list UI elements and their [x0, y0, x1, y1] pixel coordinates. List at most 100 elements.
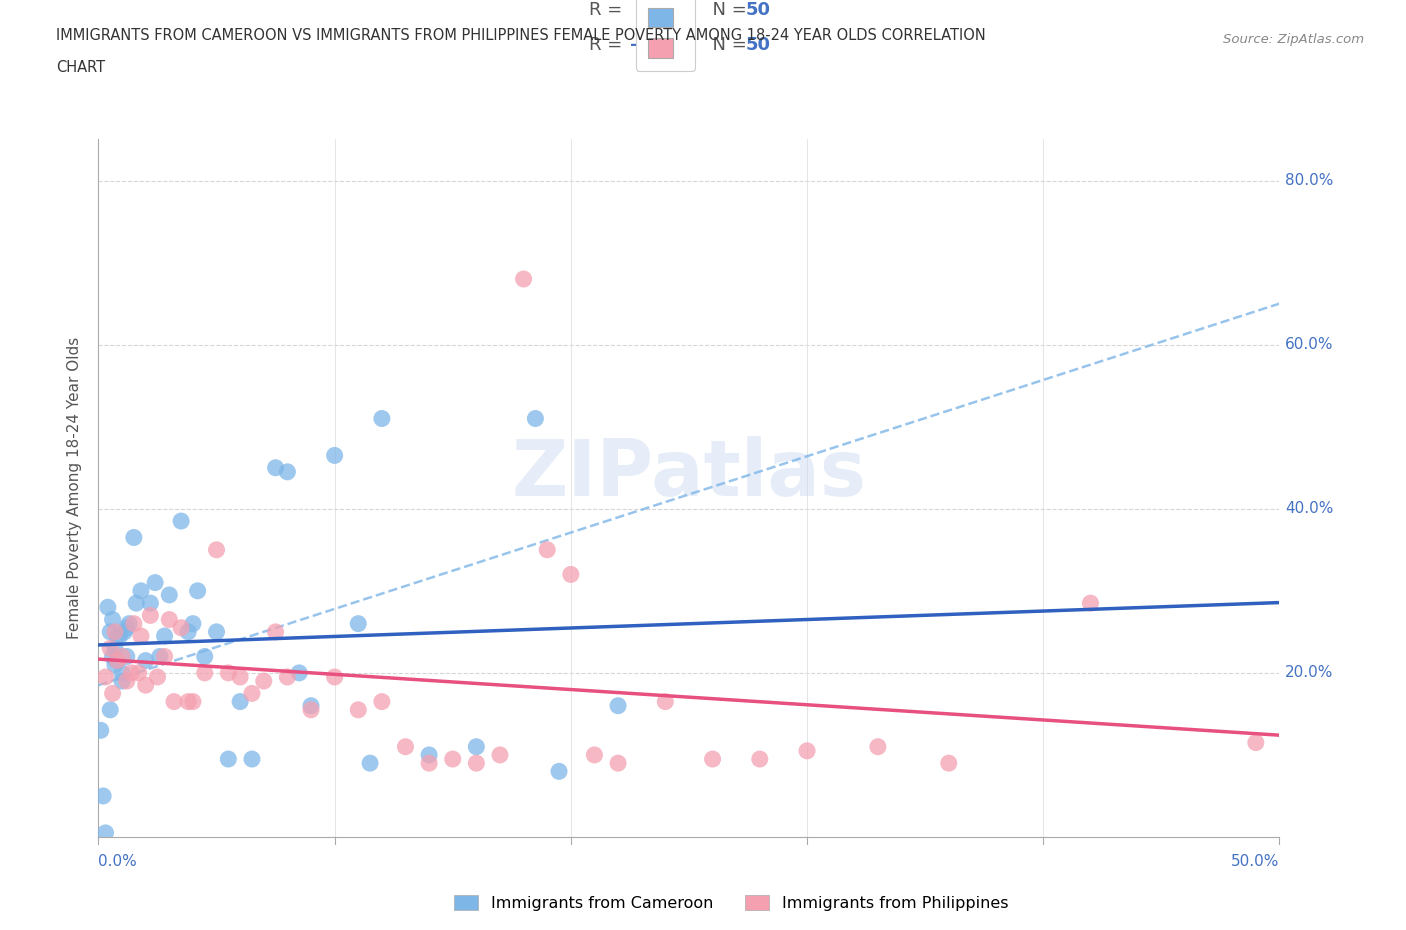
Point [654, 694, 676, 709]
Point [253, 673, 276, 688]
Text: 50: 50 [745, 2, 770, 20]
Point [418, 748, 440, 763]
Point [194, 666, 217, 681]
Point [177, 694, 200, 709]
Point [105, 653, 128, 668]
Point [229, 670, 252, 684]
Point [104, 641, 127, 656]
Point [104, 624, 127, 639]
Point [163, 694, 186, 709]
Point [135, 678, 157, 693]
Point [371, 411, 394, 426]
Point [489, 748, 512, 763]
Point [153, 629, 176, 644]
Point [125, 596, 148, 611]
Point [177, 624, 200, 639]
Text: 0.251: 0.251 [633, 2, 696, 20]
Point [194, 649, 217, 664]
Point [101, 686, 124, 701]
Point [394, 739, 416, 754]
Point [607, 756, 630, 771]
Point [104, 658, 127, 672]
Point [347, 702, 370, 717]
Point [583, 748, 606, 763]
Point [157, 612, 180, 627]
Point [418, 756, 440, 771]
Point [170, 513, 193, 528]
Legend: , : , [636, 0, 695, 71]
Point [105, 629, 128, 644]
Point [512, 272, 534, 286]
Point [276, 464, 298, 479]
Point [441, 751, 464, 766]
Point [560, 567, 582, 582]
Point [359, 756, 381, 771]
Text: IMMIGRANTS FROM CAMEROON VS IMMIGRANTS FROM PHILIPPINES FEMALE POVERTY AMONG 18-: IMMIGRANTS FROM CAMEROON VS IMMIGRANTS F… [56, 28, 986, 43]
Text: 80.0%: 80.0% [1285, 173, 1334, 188]
Point [128, 666, 150, 681]
Point [94, 670, 117, 684]
Point [149, 649, 172, 664]
Point [299, 702, 322, 717]
Point [205, 542, 228, 557]
Text: N =: N = [700, 36, 752, 54]
Point [866, 739, 889, 754]
Point [536, 542, 558, 557]
Point [702, 751, 724, 766]
Text: 60.0%: 60.0% [1285, 338, 1334, 352]
Point [288, 666, 311, 681]
Point [465, 756, 488, 771]
Point [98, 702, 121, 717]
Point [748, 751, 770, 766]
Point [240, 751, 263, 766]
Point [115, 620, 138, 635]
Point [108, 629, 131, 644]
Point [111, 673, 134, 688]
Point [157, 588, 180, 603]
Point [121, 666, 143, 681]
Text: Source: ZipAtlas.com: Source: ZipAtlas.com [1223, 33, 1364, 46]
Point [115, 649, 138, 664]
Point [323, 670, 346, 684]
Point [115, 673, 138, 688]
Text: R =: R = [589, 36, 627, 54]
Point [139, 608, 162, 623]
Legend: Immigrants from Cameroon, Immigrants from Philippines: Immigrants from Cameroon, Immigrants fro… [447, 888, 1015, 917]
Point [112, 624, 135, 639]
Point [111, 666, 134, 681]
Point [139, 596, 162, 611]
Point [187, 583, 209, 598]
Point [205, 624, 228, 639]
Point [143, 575, 166, 590]
Point [347, 617, 370, 631]
Point [607, 698, 630, 713]
Text: -0.057: -0.057 [630, 36, 695, 54]
Point [1080, 596, 1102, 611]
Point [153, 649, 176, 664]
Point [98, 641, 121, 656]
Point [217, 751, 239, 766]
Point [146, 670, 169, 684]
Text: R =: R = [589, 2, 627, 20]
Point [135, 653, 157, 668]
Point [105, 653, 128, 668]
Point [548, 764, 571, 778]
Point [90, 723, 112, 737]
Point [299, 698, 322, 713]
Point [122, 530, 145, 545]
Point [101, 649, 124, 664]
Point [276, 670, 298, 684]
Text: 50: 50 [745, 36, 770, 54]
Text: N =: N = [700, 2, 752, 20]
Point [465, 739, 488, 754]
Point [240, 686, 263, 701]
Point [181, 617, 204, 631]
Point [118, 617, 141, 631]
Text: ZIPatlas: ZIPatlas [512, 436, 866, 512]
Point [97, 600, 120, 615]
Point [101, 612, 124, 627]
Point [1244, 736, 1267, 751]
Text: 0.0%: 0.0% [98, 855, 138, 870]
Point [122, 617, 145, 631]
Point [796, 743, 818, 758]
